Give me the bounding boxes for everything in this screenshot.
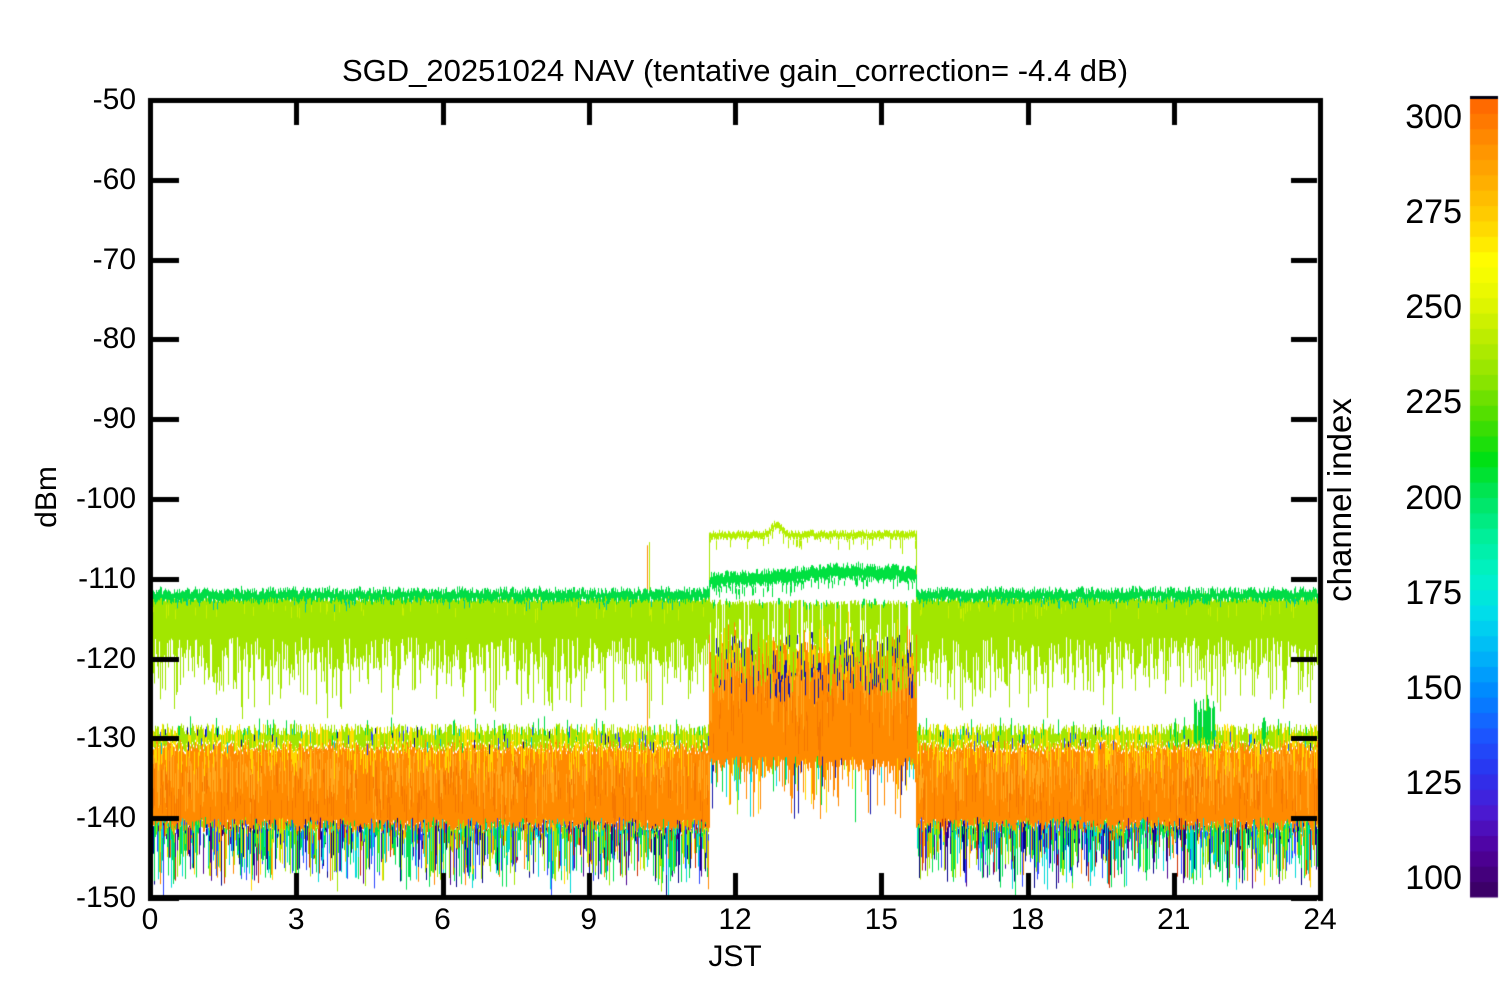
colorbar-tick-label: 150 <box>1405 668 1462 707</box>
x-tick-label: 21 <box>1157 903 1191 936</box>
x-tick-label: 6 <box>434 903 451 936</box>
x-tick-label: 12 <box>718 903 752 936</box>
x-tick-label: 9 <box>580 903 598 936</box>
y-tick-label: -60 <box>92 162 136 196</box>
colorbar-tick-label: 175 <box>1405 573 1462 612</box>
colorbar-tick-label: 100 <box>1405 858 1462 897</box>
y-tick-label: -50 <box>92 83 136 116</box>
colorbar-tick-label: 250 <box>1405 288 1462 327</box>
colorbar-label: channel index <box>1321 398 1358 602</box>
x-axis-label: JST <box>708 940 762 973</box>
y-tick-label: -100 <box>75 482 136 515</box>
x-tick-label: 15 <box>864 903 898 936</box>
colorbar-tick-label: 300 <box>1405 98 1462 137</box>
x-tick-label: 24 <box>1303 903 1337 936</box>
colorbar-tick-label: 125 <box>1405 763 1462 802</box>
colorbar-tick-label: 200 <box>1405 478 1462 517</box>
y-tick-label: -80 <box>92 322 136 356</box>
y-tick-label: -120 <box>75 641 136 675</box>
y-tick-label: -140 <box>75 801 136 835</box>
y-tick-label: -90 <box>92 402 136 436</box>
x-tick-label: 3 <box>287 903 305 936</box>
y-tick-label: -150 <box>75 881 136 914</box>
x-tick-label: 0 <box>141 903 159 936</box>
y-tick-label: -130 <box>75 721 136 755</box>
chart-title: SGD_20251024 NAV (tentative gain_correct… <box>341 53 1129 88</box>
y-tick-label: -70 <box>92 242 136 276</box>
x-tick-label: 18 <box>1010 903 1045 936</box>
colorbar-tick-label: 275 <box>1405 193 1462 232</box>
colorbar-tick-label: 225 <box>1405 383 1462 422</box>
y-tick-label: -110 <box>78 561 136 595</box>
